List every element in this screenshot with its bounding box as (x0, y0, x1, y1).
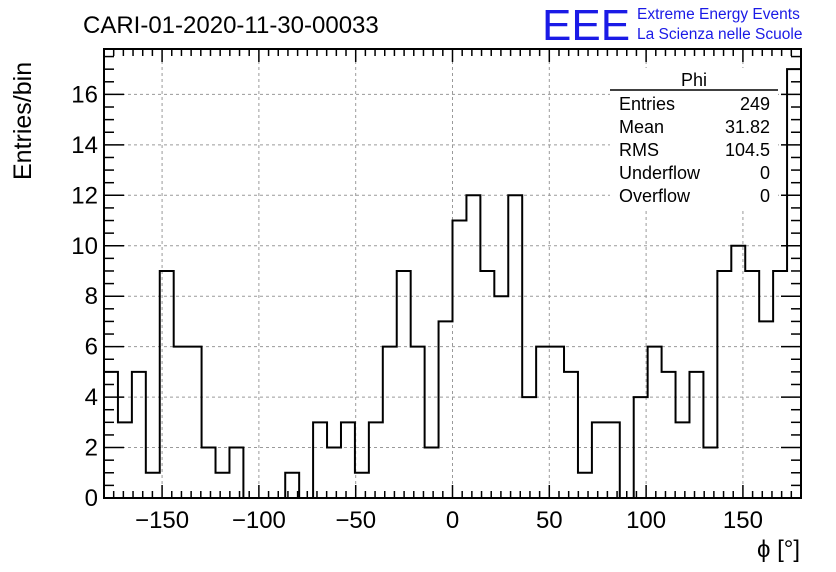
y-tick-label: 4 (85, 384, 98, 411)
stats-label: Underflow (619, 163, 701, 183)
x-tick-label: 150 (723, 507, 763, 534)
x-tick-label: −150 (135, 507, 189, 534)
x-tick-label: −100 (232, 507, 286, 534)
stats-value: 31.82 (725, 117, 770, 137)
x-tick-label: 100 (626, 507, 666, 534)
y-tick-label: 8 (85, 283, 98, 310)
stats-box: Phi Entries 249 Mean 31.82 RMS 104.5 Underflow… (610, 68, 778, 208)
y-tick-label: 12 (71, 182, 98, 209)
histogram-outline (104, 68, 801, 499)
logo-mark: EEE (542, 1, 630, 50)
logo-line-2: La Scienza nelle Scuole (637, 26, 802, 43)
y-tick-labels: 0 2 4 6 8 10 12 14 16 (71, 81, 98, 512)
stats-label: Overflow (619, 186, 691, 206)
y-tick-label: 16 (71, 81, 98, 108)
axis-ticks (104, 49, 801, 498)
stats-value: 0 (760, 186, 770, 206)
stats-value: 0 (760, 163, 770, 183)
x-tick-labels: −150 −100 −50 0 50 100 150 (135, 507, 763, 534)
stats-value: 249 (740, 94, 770, 114)
stats-label: Entries (619, 94, 675, 114)
stats-value: 104.5 (725, 140, 770, 160)
stats-label: RMS (619, 140, 659, 160)
eee-logo: EEE Extreme Energy Events La Scienza nel… (542, 1, 802, 50)
x-tick-label: 50 (536, 507, 563, 534)
stats-box-title: Phi (681, 70, 707, 90)
stats-box-background (610, 68, 778, 208)
stats-rows: Entries 249 Mean 31.82 RMS 104.5 Underflow 0 Ove… (619, 94, 770, 206)
logo-line-1: Extreme Energy Events (637, 6, 800, 23)
chart-title: CARI-01-2020-11-30-00033 (83, 12, 379, 39)
x-tick-label: 0 (446, 507, 459, 534)
x-tick-label: −50 (335, 507, 376, 534)
y-tick-label: 6 (85, 334, 98, 361)
y-tick-label: 10 (71, 233, 98, 260)
stats-label: Mean (619, 117, 664, 137)
y-axis-title: Entries/bin (9, 62, 37, 180)
y-tick-label: 14 (71, 132, 98, 159)
x-axis-title: ϕ [°] (757, 536, 800, 563)
y-tick-label: 0 (85, 485, 98, 512)
y-tick-label: 2 (85, 435, 98, 462)
